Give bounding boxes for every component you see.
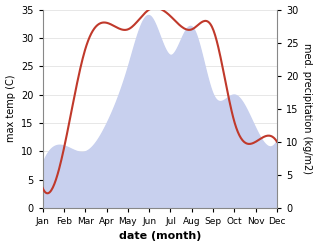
X-axis label: date (month): date (month) <box>119 231 201 242</box>
Y-axis label: med. precipitation (kg/m2): med. precipitation (kg/m2) <box>302 43 313 174</box>
Y-axis label: max temp (C): max temp (C) <box>5 75 16 143</box>
